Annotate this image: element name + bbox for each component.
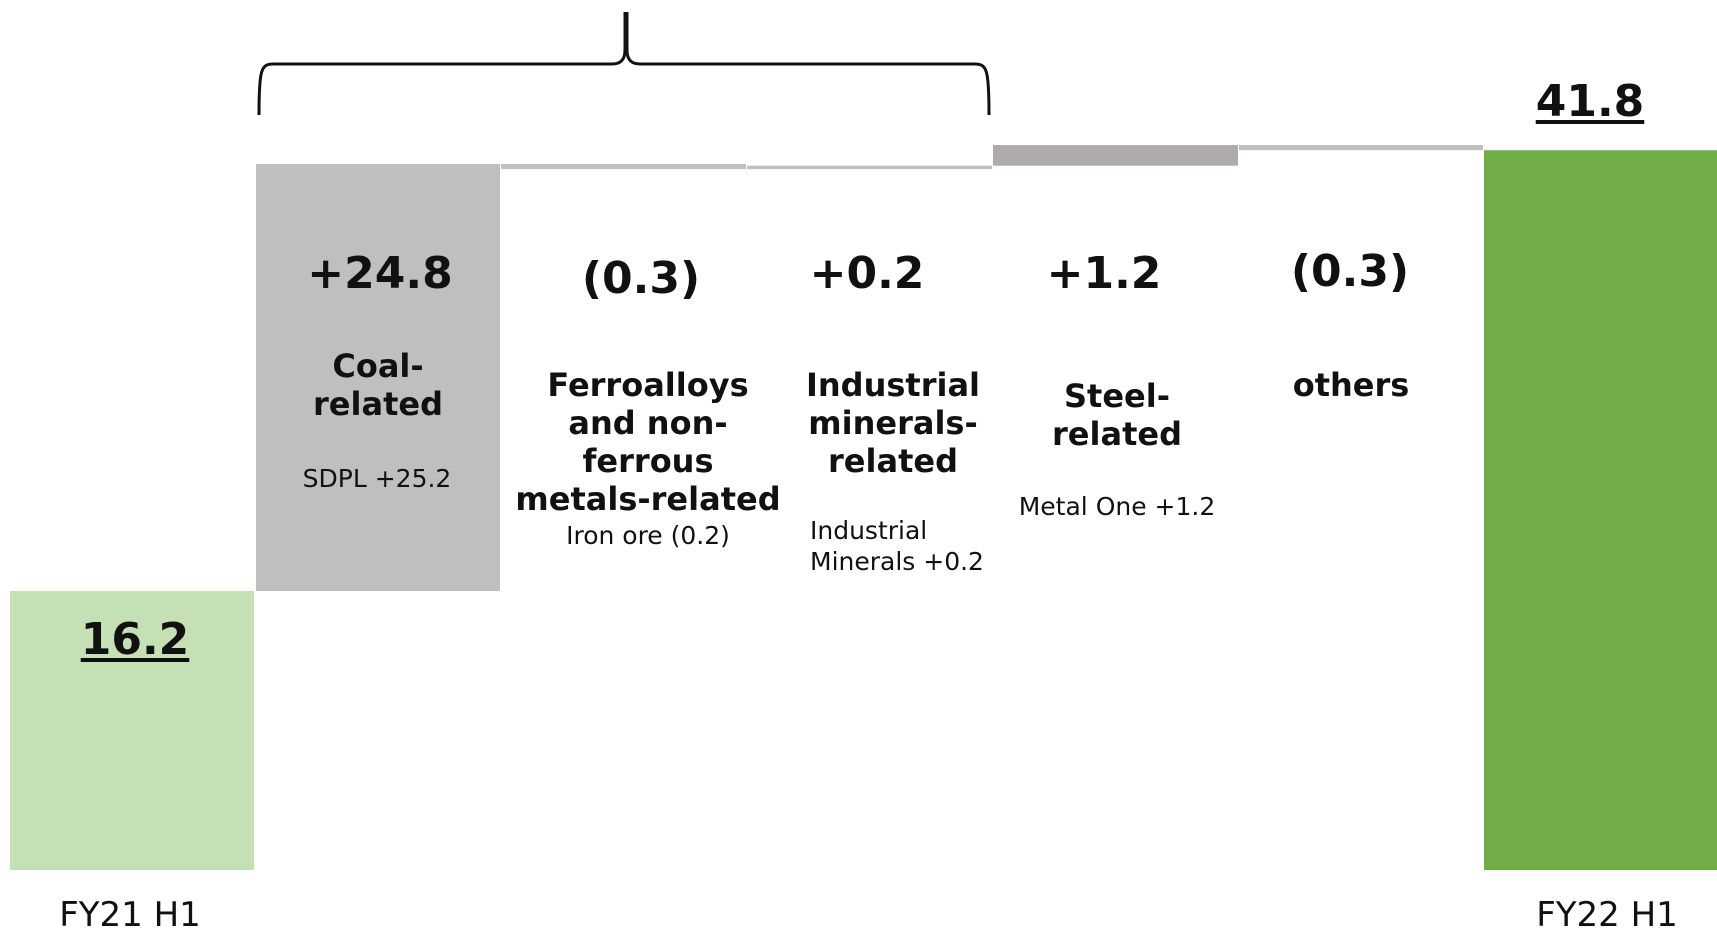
bar-step-steel (993, 145, 1238, 166)
industrial-delta-label: +0.2 (809, 248, 925, 299)
end-period-label: FY22 H1 (1536, 895, 1678, 935)
others-delta-label: (0.3) (1290, 246, 1410, 297)
bar-step-ferro (501, 163, 746, 170)
steel-detail-label: Metal One +1.2 (1018, 492, 1216, 521)
ferro-delta-label: (0.3) (581, 253, 701, 304)
bar-step-coal (256, 163, 500, 592)
coal-detail-label: SDPL +25.2 (302, 464, 452, 493)
coal-delta-label: +24.8 (307, 248, 453, 299)
bar-step-industrial (747, 165, 992, 170)
start-period-label: FY21 H1 (59, 895, 201, 935)
ferro-detail-label: Iron ore (0.2) (566, 521, 730, 550)
steel-category-label: Steel- related (1052, 377, 1182, 453)
others-category-label: others (1292, 366, 1410, 404)
bar-end-total (1484, 150, 1717, 871)
coal-category-label: Coal- related (313, 347, 443, 423)
end-total-value: 41.8 (1535, 76, 1645, 127)
industrial-detail-label: Industrial Minerals +0.2 (810, 516, 984, 576)
bar-start-total (10, 591, 254, 870)
steel-delta-label: +1.2 (1046, 248, 1162, 299)
ferro-category-label: Ferroalloys and non-ferrous metals-relat… (515, 366, 781, 518)
start-total-value: 16.2 (80, 614, 190, 665)
bracket (257, 12, 991, 116)
industrial-category-label: Industrial minerals- related (805, 366, 981, 480)
bar-step-others (1239, 145, 1483, 151)
